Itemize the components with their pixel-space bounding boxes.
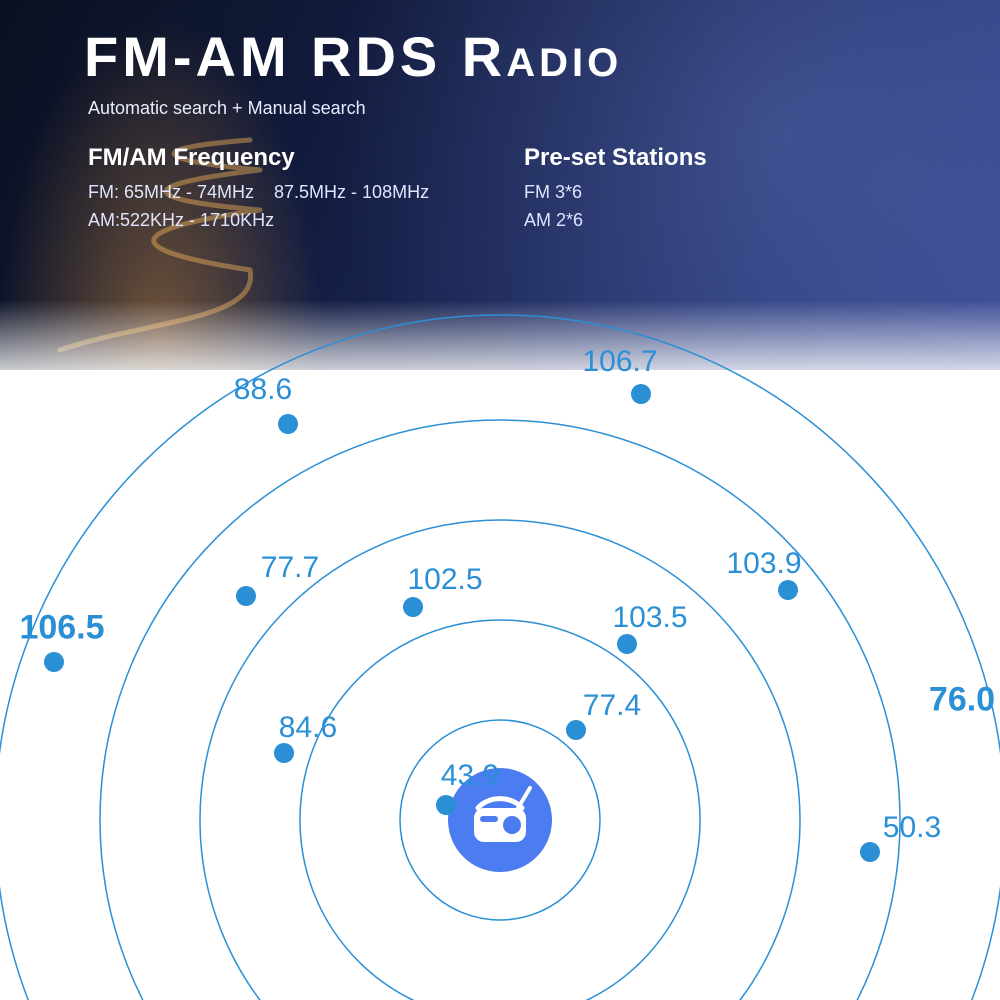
title-part3-rest: ADIO <box>506 41 622 85</box>
station-label: 103.5 <box>612 601 687 635</box>
station-label: 77.4 <box>583 689 641 723</box>
subtitle: Automatic search + Manual search <box>88 98 366 119</box>
title-part1: FM-AM <box>84 25 291 88</box>
station-label: 106.7 <box>582 345 657 379</box>
station-label: 88.6 <box>234 373 292 407</box>
freq-heading: FM/AM Frequency <box>88 144 295 172</box>
presets-heading: Pre-set Stations <box>524 144 707 172</box>
station-dot <box>566 720 586 740</box>
station-dot <box>236 586 256 606</box>
station-label: 84.6 <box>279 711 337 745</box>
station-dot <box>274 743 294 763</box>
title-part2: RDS <box>311 25 441 88</box>
station-dot <box>403 597 423 617</box>
station-label: 50.3 <box>883 811 941 845</box>
station-label: 102.5 <box>407 563 482 597</box>
station-dot <box>631 384 651 404</box>
presets-fm-line: FM 3*6 <box>524 182 582 203</box>
station-dot <box>778 580 798 600</box>
freq-fm-line: FM: 65MHz - 74MHz 87.5MHz - 108MHz <box>88 182 429 203</box>
title-part3-cap: R <box>462 25 506 88</box>
station-label: 106.5 <box>19 609 104 648</box>
station-label: 77.7 <box>261 551 319 585</box>
station-dot <box>617 634 637 654</box>
station-label: 76.0 <box>929 681 995 720</box>
radar-ring <box>100 420 900 1000</box>
freq-am-line: AM:522KHz - 1710KHz <box>88 210 274 231</box>
station-dot <box>436 795 456 815</box>
page-title: FM-AM RDS RADIO <box>84 24 622 89</box>
station-label: 43.9 <box>441 759 499 793</box>
station-dot <box>278 414 298 434</box>
presets-am-line: AM 2*6 <box>524 210 583 231</box>
radar-svg <box>0 300 1000 1000</box>
station-dot <box>44 652 64 672</box>
radar-ring <box>0 315 1000 1000</box>
station-dot <box>860 842 880 862</box>
station-label: 103.9 <box>726 547 801 581</box>
radar-diagram: 43.9 77.4 103.5 102.5 84.6 77.7 103.9 50.3 88.6 1… <box>0 300 1000 1000</box>
